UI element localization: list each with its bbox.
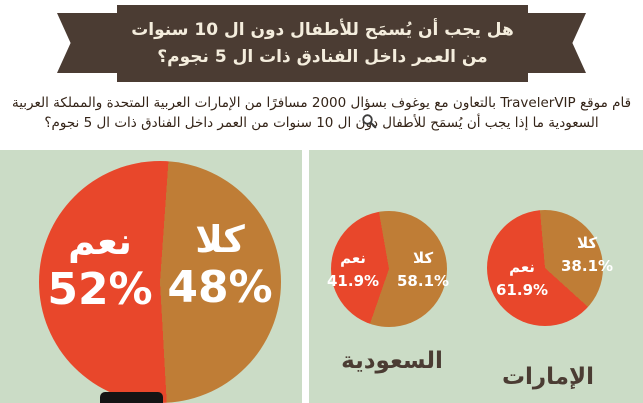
uae-yes-label: نعم 61.9% xyxy=(496,256,548,302)
uae-yes-word: نعم xyxy=(509,258,535,276)
countries-panel: نعم 41.9% كلا 58.1% السعودية كلا 38.1% ن… xyxy=(309,150,643,403)
uae-no-label: كلا 38.1% xyxy=(561,232,613,278)
overall-pie-chart: نعم 52% كلا 48% xyxy=(39,161,281,403)
uae-yes-percent: 61.9% xyxy=(496,281,549,299)
intro-line-2: السعودية ما إذا يجب أن يُسمَح للأطفال دو… xyxy=(44,115,599,131)
intro-line-1: قام موقع TravelerVIP بالتعاون مع يوغوف ب… xyxy=(11,95,632,111)
uae-pie-chart: كلا 38.1% نعم 61.9% xyxy=(487,210,613,326)
overall-no-word: كلا xyxy=(195,218,245,261)
page-title-line-1: هل يجب أن يُسمَح للأطفال دون ال 10 سنوات xyxy=(131,20,514,40)
overall-yes-label: نعم 52% xyxy=(45,219,155,315)
overall-yes-percent: 52% xyxy=(47,264,153,315)
saudi-no-word: كلا xyxy=(412,249,434,267)
overall-panel: نعم 52% كلا 48% xyxy=(0,150,302,403)
saudi-pie-chart: نعم 41.9% كلا 58.1% xyxy=(327,211,449,327)
uae-no-percent: 38.1% xyxy=(561,257,614,275)
saudi-yes-percent: 41.9% xyxy=(327,272,380,290)
uae-country-label: الإمارات xyxy=(501,364,595,390)
page-title-line-2: من العمر داخل الفنادق ذات ال 5 نجوم؟ xyxy=(157,47,488,67)
saudi-no-label: كلا 58.1% xyxy=(397,247,449,293)
uae-no-word: كلا xyxy=(576,234,598,252)
ribbon-tail-right-icon xyxy=(518,13,586,73)
logo-mark xyxy=(100,392,163,403)
saudi-yes-word: نعم xyxy=(340,249,366,267)
intro-text: قام موقع TravelerVIP بالتعاون مع يوغوف ب… xyxy=(10,93,633,133)
magnifier-icon xyxy=(361,113,377,129)
overall-yes-word: نعم xyxy=(68,220,132,263)
saudi-country-label: السعودية xyxy=(341,348,443,374)
overall-no-percent: 48% xyxy=(167,262,273,313)
saudi-yes-label: نعم 41.9% xyxy=(327,247,379,293)
overall-no-label: كلا 48% xyxy=(165,217,275,313)
title-ribbon: هل يجب أن يُسمَح للأطفال دون ال 10 سنوات… xyxy=(117,5,528,82)
ribbon-tail-left-icon xyxy=(57,13,125,73)
saudi-no-percent: 58.1% xyxy=(397,272,450,290)
